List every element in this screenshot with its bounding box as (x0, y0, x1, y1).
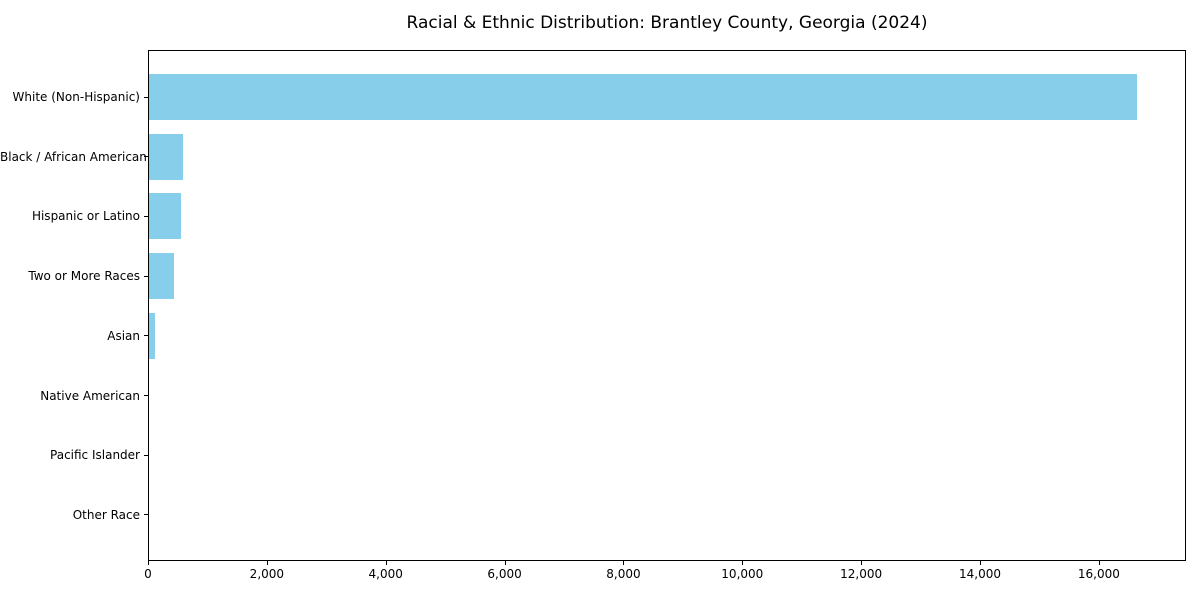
xtick-label-0: 0 (144, 567, 152, 581)
xtick-label-10000: 10,000 (721, 567, 764, 581)
xtick-label-4000: 4,000 (368, 567, 403, 581)
bar-hispanic-or-latino (149, 193, 182, 240)
bar-black-african-american (149, 133, 184, 180)
ytick-label-black-african-american: Black / African American (0, 149, 147, 164)
xtick-label-16000: 16,000 (1077, 567, 1120, 581)
xtick-mark-14000 (980, 561, 982, 565)
xtick-label-8000: 8,000 (606, 567, 641, 581)
ytick-mark-other-race (144, 514, 148, 516)
xtick-mark-10000 (742, 561, 744, 565)
xtick-label-12000: 12,000 (840, 567, 883, 581)
bar-asian (149, 312, 155, 359)
ytick-mark-pacific-islander (144, 454, 148, 456)
ytick-mark-asian (144, 335, 148, 337)
ytick-mark-native-american (144, 395, 148, 397)
xtick-mark-0 (148, 561, 149, 565)
xtick-mark-6000 (504, 561, 506, 565)
ytick-label-other-race: Other Race (72, 507, 140, 522)
xtick-mark-12000 (861, 561, 863, 565)
xtick-mark-2000 (266, 561, 268, 565)
xtick-label-2000: 2,000 (249, 567, 285, 581)
xtick-label-6000: 6,000 (487, 567, 522, 581)
ytick-mark-white-non-hispanic (144, 96, 148, 98)
ytick-mark-hispanic-or-latino (144, 215, 148, 217)
bar-two-or-more-races (149, 253, 174, 300)
xtick-mark-4000 (385, 561, 387, 565)
ytick-mark-black-african-american (144, 156, 148, 158)
ytick-mark-two-or-more-races (144, 275, 148, 277)
ytick-label-two-or-more-races: Two or More Races (28, 269, 140, 284)
xtick-mark-8000 (623, 561, 625, 565)
xtick-label-14000: 14,000 (959, 567, 1002, 581)
plot-area (148, 50, 1186, 561)
bar-white-non-hispanic (149, 74, 1137, 120)
ytick-label-pacific-islander: Pacific Islander (50, 448, 140, 463)
ytick-label-white-non-hispanic: White (Non-Hispanic) (12, 90, 140, 104)
chart-title: Racial & Ethnic Distribution: Brantley C… (406, 13, 928, 33)
ytick-label-asian: Asian (107, 328, 140, 343)
ytick-label-native-american: Native American (40, 388, 140, 403)
ytick-label-hispanic-or-latino: Hispanic or Latino (31, 209, 140, 224)
xtick-mark-16000 (1098, 561, 1100, 565)
